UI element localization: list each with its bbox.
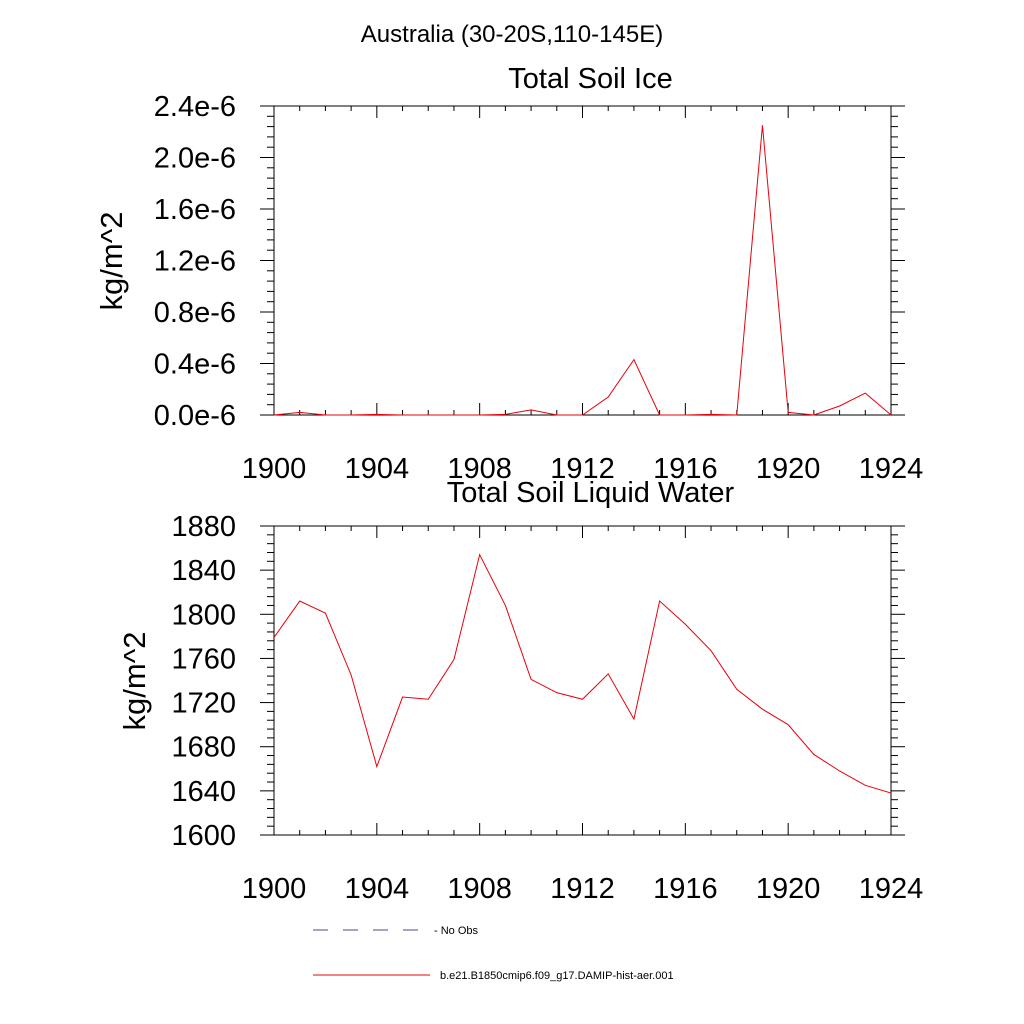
y-tick-label: 0.0e-6 bbox=[154, 400, 236, 432]
legend-label-2: b.e21.B1850cmip6.f09_g17.DAMIP-hist-aer.… bbox=[440, 970, 674, 982]
series-line-1 bbox=[273, 125, 892, 416]
series-line-1 bbox=[273, 553, 892, 794]
x-tick-label: 1916 bbox=[653, 873, 718, 905]
y-tick-label: 1.6e-6 bbox=[154, 194, 236, 226]
chart-main-title: Australia (30-20S,110-145E) bbox=[361, 21, 663, 48]
y-tick-label: 1800 bbox=[171, 599, 236, 631]
x-tick-label: 1924 bbox=[859, 873, 924, 905]
x-tick-label: 1912 bbox=[550, 453, 615, 485]
plot-frame bbox=[273, 525, 892, 836]
plot-frame bbox=[273, 105, 892, 416]
y-tick-label: 2.0e-6 bbox=[154, 143, 236, 175]
x-tick-label: 1900 bbox=[242, 453, 307, 485]
y-tick-label: 0.4e-6 bbox=[154, 349, 236, 381]
y-tick-label: 2.4e-6 bbox=[154, 91, 236, 123]
y-tick-label: 1600 bbox=[171, 820, 236, 852]
x-tick-label: 1920 bbox=[756, 453, 821, 485]
x-tick-label: 1908 bbox=[447, 873, 512, 905]
legend-label-1: - No Obs bbox=[434, 925, 479, 937]
y-axis-label: kg/m^2 bbox=[94, 212, 129, 311]
y-tick-label: 0.8e-6 bbox=[154, 297, 236, 329]
chart-panels: Total Soil Ice kg/m^2 1900 1904 1908 1912 1916… bbox=[94, 63, 923, 905]
x-tick-label: 1912 bbox=[550, 873, 615, 905]
x-tick-label: 1900 bbox=[242, 873, 307, 905]
panel-title: Total Soil Ice bbox=[508, 63, 672, 95]
legend: - No Obs b.e21.B1850cmip6.f09_g17.DAMIP-h… bbox=[313, 925, 674, 982]
x-tick-label: 1904 bbox=[345, 873, 410, 905]
y-tick-label: 1840 bbox=[171, 555, 236, 587]
y-tick-label: 1.2e-6 bbox=[154, 246, 236, 278]
y-tick-label: 1640 bbox=[171, 776, 236, 808]
x-tick-label: 1924 bbox=[859, 453, 924, 485]
y-tick-label: 1680 bbox=[171, 732, 236, 764]
y-tick-label: 1720 bbox=[171, 688, 236, 720]
panel-2: Total Soil Liquid Water kg/m^2 1900 1904 190… bbox=[117, 477, 923, 905]
y-tick-label: 1760 bbox=[171, 643, 236, 675]
x-tick-label: 1920 bbox=[756, 873, 821, 905]
panel-title: Total Soil Liquid Water bbox=[447, 477, 735, 509]
x-tick-label: 1904 bbox=[345, 453, 410, 485]
panel-1: Total Soil Ice kg/m^2 1900 1904 1908 1912 1916… bbox=[94, 63, 923, 485]
y-tick-label: 1880 bbox=[171, 511, 236, 543]
x-tick-label: 1908 bbox=[447, 453, 512, 485]
x-tick-label: 1916 bbox=[653, 453, 718, 485]
y-axis-label: kg/m^2 bbox=[117, 632, 152, 731]
